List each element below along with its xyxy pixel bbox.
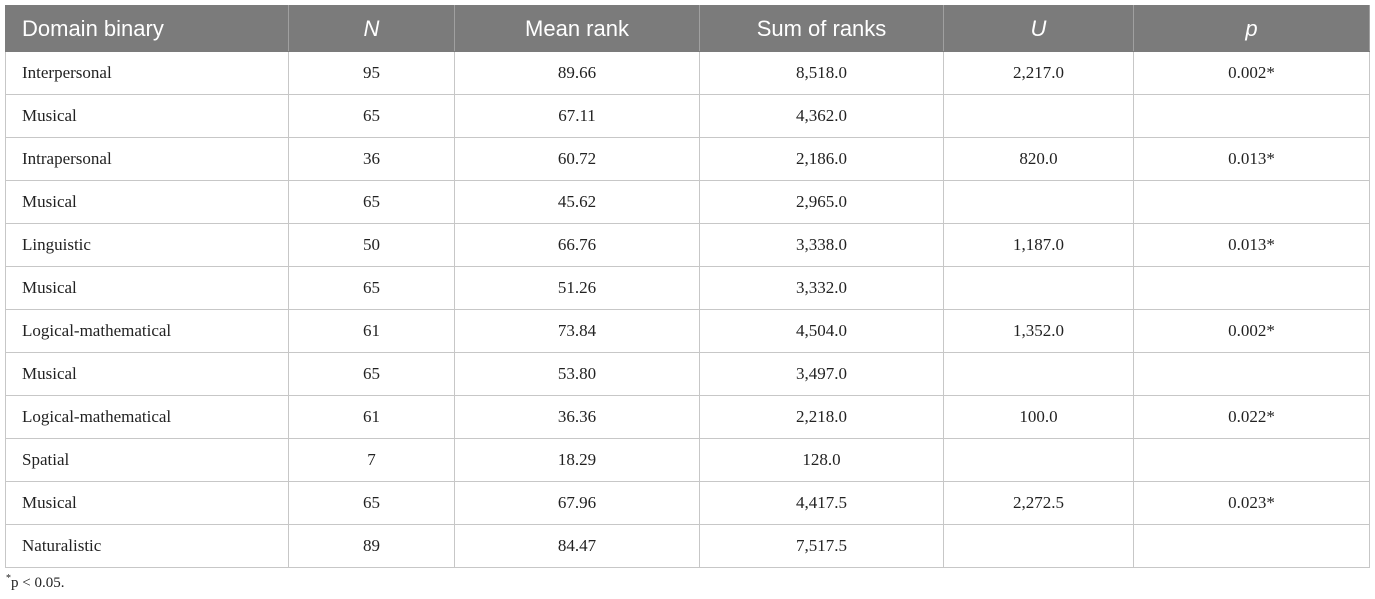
cell-domain: Musical [5,481,289,525]
table-row: Intrapersonal 36 60.72 2,186.0 820.0 0.013* [5,137,1370,181]
cell-p [1133,352,1370,396]
cell-mean-rank: 60.72 [454,137,700,181]
cell-mean-rank: 84.47 [454,524,700,568]
table-row: Logical-mathematical 61 73.84 4,504.0 1,352.… [5,309,1370,353]
header-u: U [943,5,1134,52]
cell-u: 820.0 [943,137,1134,181]
cell-sum-of-ranks: 2,965.0 [699,180,944,224]
cell-p: 0.022* [1133,395,1370,439]
cell-sum-of-ranks: 2,186.0 [699,137,944,181]
cell-sum-of-ranks: 3,338.0 [699,223,944,267]
cell-u: 2,272.5 [943,481,1134,525]
header-row: Domain binary N Mean rank Sum of ranks U… [5,5,1370,52]
table-row: Linguistic 50 66.76 3,338.0 1,187.0 0.013* [5,223,1370,267]
table-row: Musical 65 67.96 4,417.5 2,272.5 0.023* [5,481,1370,525]
cell-domain: Musical [5,94,289,138]
table-row: Musical 65 45.62 2,965.0 [5,180,1370,224]
cell-n: 95 [288,51,455,95]
cell-p: 0.013* [1133,137,1370,181]
table-body: Interpersonal 95 89.66 8,518.0 2,217.0 0.002*… [5,51,1370,568]
cell-mean-rank: 36.36 [454,395,700,439]
header-mean-rank: Mean rank [454,5,700,52]
table-row: Musical 65 51.26 3,332.0 [5,266,1370,310]
table-row: Interpersonal 95 89.66 8,518.0 2,217.0 0.002* [5,51,1370,95]
cell-n: 7 [288,438,455,482]
cell-sum-of-ranks: 2,218.0 [699,395,944,439]
cell-u [943,438,1134,482]
cell-domain: Musical [5,180,289,224]
cell-n: 65 [288,266,455,310]
table-row: Spatial 7 18.29 128.0 [5,438,1370,482]
cell-domain: Linguistic [5,223,289,267]
cell-p: 0.002* [1133,51,1370,95]
cell-n: 36 [288,137,455,181]
cell-sum-of-ranks: 8,518.0 [699,51,944,95]
cell-mean-rank: 67.96 [454,481,700,525]
cell-n: 61 [288,309,455,353]
cell-domain: Musical [5,266,289,310]
cell-p: 0.013* [1133,223,1370,267]
cell-sum-of-ranks: 128.0 [699,438,944,482]
footnote-mark: * [6,573,11,584]
cell-u: 100.0 [943,395,1134,439]
cell-domain: Interpersonal [5,51,289,95]
cell-mean-rank: 45.62 [454,180,700,224]
table-row: Logical-mathematical 61 36.36 2,218.0 100.0 0… [5,395,1370,439]
cell-u [943,94,1134,138]
footnote-text: p < 0.05. [11,575,65,591]
cell-sum-of-ranks: 3,332.0 [699,266,944,310]
cell-sum-of-ranks: 7,517.5 [699,524,944,568]
cell-n: 65 [288,481,455,525]
cell-sum-of-ranks: 4,504.0 [699,309,944,353]
cell-sum-of-ranks: 4,417.5 [699,481,944,525]
results-table: Domain binary N Mean rank Sum of ranks U… [5,5,1370,568]
cell-sum-of-ranks: 3,497.0 [699,352,944,396]
header-sum-of-ranks: Sum of ranks [699,5,944,52]
cell-p [1133,524,1370,568]
cell-p [1133,94,1370,138]
table-row: Musical 65 53.80 3,497.0 [5,352,1370,396]
cell-domain: Naturalistic [5,524,289,568]
cell-mean-rank: 73.84 [454,309,700,353]
cell-domain: Spatial [5,438,289,482]
cell-u [943,352,1134,396]
cell-domain: Logical-mathematical [5,395,289,439]
cell-n: 65 [288,94,455,138]
cell-n: 61 [288,395,455,439]
footnote: *p < 0.05. [6,573,65,592]
cell-n: 50 [288,223,455,267]
cell-mean-rank: 53.80 [454,352,700,396]
cell-mean-rank: 18.29 [454,438,700,482]
cell-domain: Musical [5,352,289,396]
cell-p [1133,180,1370,224]
cell-p [1133,438,1370,482]
table-row: Musical 65 67.11 4,362.0 [5,94,1370,138]
cell-u: 2,217.0 [943,51,1134,95]
cell-u [943,180,1134,224]
header-p: p [1133,5,1370,52]
cell-n: 89 [288,524,455,568]
cell-mean-rank: 51.26 [454,266,700,310]
cell-u [943,524,1134,568]
cell-mean-rank: 66.76 [454,223,700,267]
cell-p: 0.023* [1133,481,1370,525]
cell-u: 1,187.0 [943,223,1134,267]
cell-domain: Logical-mathematical [5,309,289,353]
cell-n: 65 [288,180,455,224]
header-n: N [288,5,455,52]
cell-domain: Intrapersonal [5,137,289,181]
cell-sum-of-ranks: 4,362.0 [699,94,944,138]
cell-p: 0.002* [1133,309,1370,353]
cell-mean-rank: 89.66 [454,51,700,95]
cell-mean-rank: 67.11 [454,94,700,138]
cell-n: 65 [288,352,455,396]
header-domain-binary: Domain binary [5,5,289,52]
cell-u: 1,352.0 [943,309,1134,353]
cell-p [1133,266,1370,310]
table-row: Naturalistic 89 84.47 7,517.5 [5,524,1370,568]
cell-u [943,266,1134,310]
